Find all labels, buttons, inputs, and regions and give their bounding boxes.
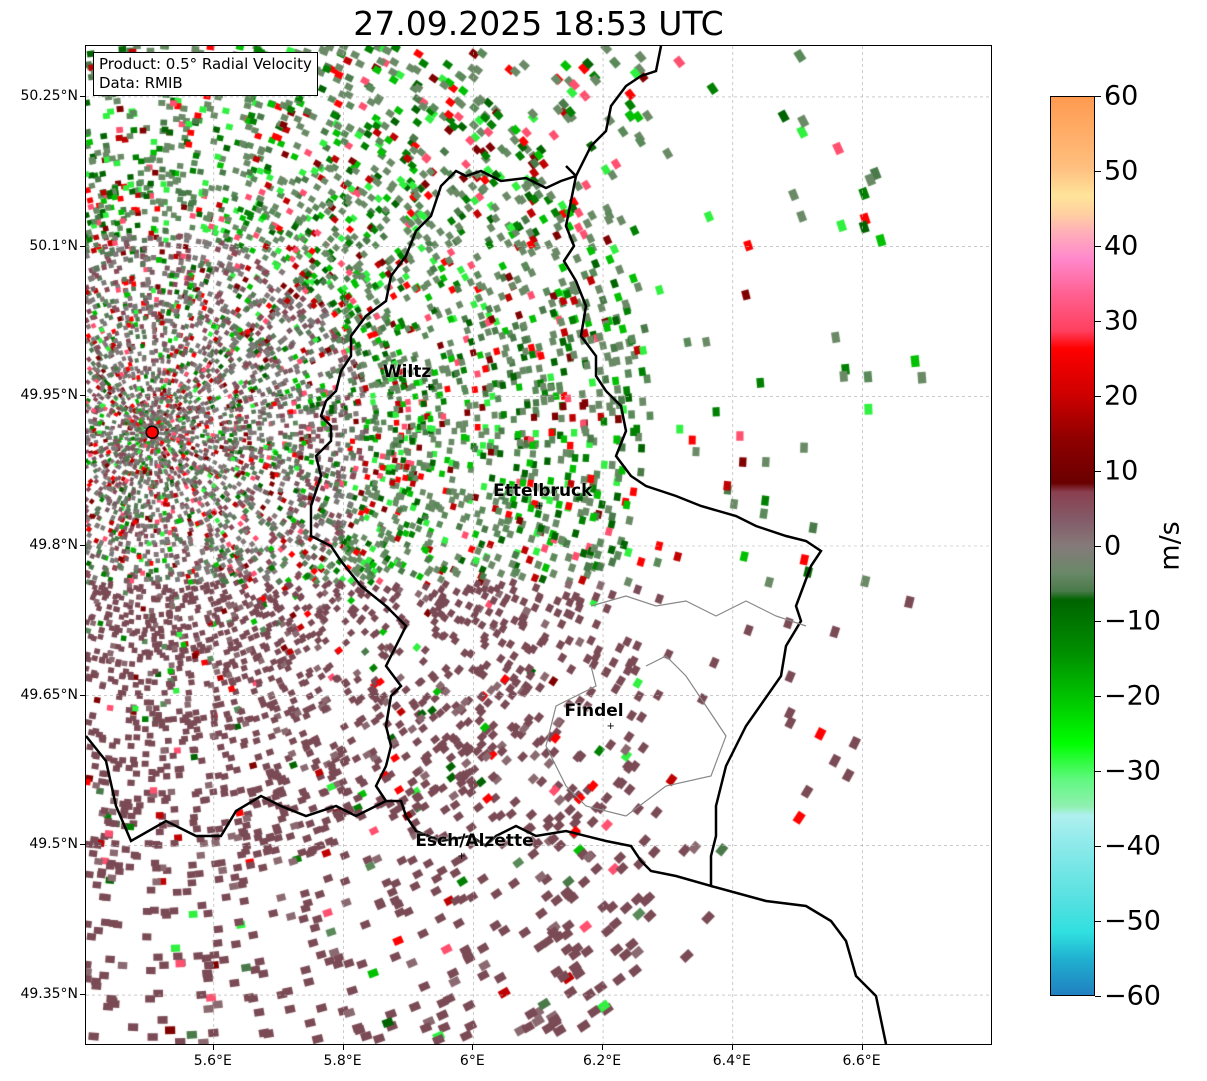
y-tick-mark (80, 994, 85, 996)
y-tick-label: 49.35°N (20, 986, 78, 1003)
city-label: Esch/Alzette (415, 831, 534, 852)
colorbar-tick-label: 0 (1104, 530, 1122, 562)
y-tick-mark (80, 395, 85, 397)
colorbar-tick-mark (1095, 696, 1101, 697)
colorbar-tick-mark (1095, 321, 1101, 322)
x-tick-label: 6.2°E (582, 1053, 622, 1069)
colorbar-tick-label: 30 (1104, 305, 1139, 337)
y-tick-mark (80, 245, 85, 247)
colorbar-tick-label: 40 (1104, 230, 1139, 262)
colorbar-tick-label: −40 (1104, 830, 1161, 862)
info-box: Product: 0.5° Radial Velocity Data: RMIB (93, 52, 318, 96)
city-label: Findel (564, 700, 624, 721)
colorbar-tick-label: 20 (1104, 380, 1139, 412)
city-marker-icon: + (457, 851, 466, 863)
colorbar-tick-label: 10 (1104, 455, 1139, 487)
colorbar-tick-mark (1095, 846, 1101, 847)
colorbar-tick-mark (1095, 396, 1101, 397)
data-source-label: Data: RMIB (99, 74, 183, 92)
colorbar-label: m/s (1154, 521, 1186, 571)
colorbar-tick-mark (1095, 246, 1101, 247)
y-tick-mark (80, 844, 85, 846)
chart-title: 27.09.2025 18:53 UTC (353, 4, 724, 43)
be-fr-border (86, 735, 387, 843)
city-marker-icon: + (424, 382, 434, 394)
x-tick-label: 6.6°E (842, 1053, 881, 1069)
colorbar-tick-mark (1095, 921, 1101, 922)
map-overlay (86, 46, 991, 1044)
canton-borders (545, 595, 807, 817)
colorbar-tick-label: −50 (1104, 905, 1161, 937)
city-label: Wiltz (382, 362, 432, 383)
x-tick-label: 5.8°E (323, 1053, 362, 1069)
radar-map[interactable]: Wiltz + Ettelbruck + Findel + Esch/Alzette + (85, 45, 992, 1045)
colorbar-tick-mark (1095, 771, 1101, 772)
colorbar-tick-mark (1095, 471, 1101, 472)
radar-velocity-layer (86, 46, 991, 1044)
y-tick-label: 49.8°N (29, 536, 78, 553)
y-tick-mark (80, 694, 85, 696)
y-tick-label: 49.95°N (20, 387, 78, 404)
colorbar-tick-mark (1095, 621, 1101, 622)
x-tick-mark (602, 1045, 604, 1050)
colorbar-tick-mark (1095, 171, 1101, 172)
x-tick-mark (342, 1045, 344, 1050)
city-marker-icon: + (606, 720, 615, 732)
x-tick-label: 6°E (459, 1053, 485, 1069)
y-tick-label: 49.65°N (20, 686, 78, 703)
city-label: Ettelbruck (493, 481, 593, 502)
x-tick-mark (861, 1045, 863, 1050)
y-tick-label: 49.5°N (29, 836, 78, 853)
colorbar-tick-mark (1095, 996, 1101, 997)
x-tick-mark (212, 1045, 214, 1050)
colorbar (1050, 96, 1095, 996)
colorbar-tick-label: −20 (1104, 680, 1161, 712)
colorbar-tick-mark (1095, 96, 1101, 97)
luxembourg-border (309, 169, 823, 888)
y-tick-mark (80, 544, 85, 546)
y-tick-label: 50.25°N (20, 87, 78, 104)
colorbar-tick-label: −30 (1104, 755, 1161, 787)
y-tick-mark (80, 95, 85, 97)
y-tick-label: 50.1°N (29, 237, 78, 254)
x-tick-label: 6.4°E (712, 1053, 751, 1069)
city-marker-icon: + (535, 501, 544, 513)
fr-de-border (710, 884, 888, 1044)
colorbar-tick-label: 50 (1104, 155, 1139, 187)
colorbar-tick-label: −10 (1104, 605, 1161, 637)
product-label: Product: 0.5° Radial Velocity (99, 55, 312, 73)
radar-site-marker (145, 425, 159, 439)
x-tick-mark (472, 1045, 474, 1050)
colorbar-tick-mark (1095, 546, 1101, 547)
colorbar-tick-label: −60 (1104, 980, 1161, 1012)
be-de-border (565, 46, 663, 179)
x-tick-mark (731, 1045, 733, 1050)
colorbar-tick-label: 60 (1104, 80, 1139, 112)
x-tick-label: 5.6°E (193, 1053, 232, 1069)
